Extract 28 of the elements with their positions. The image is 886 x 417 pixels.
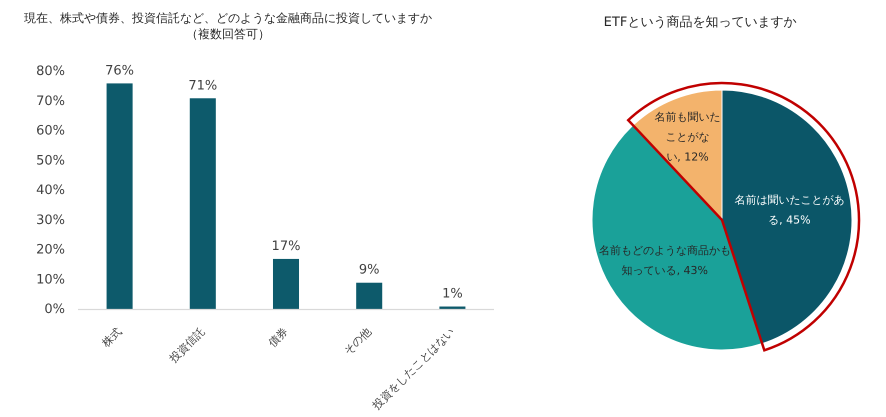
slice-label: 名前もどのような商品かも知っている, 43% [598,244,731,277]
x-tick-label: 投資信託 [166,324,208,366]
y-tick-label: 10% [36,272,65,288]
y-tick-label: 0% [44,302,65,317]
data-label: 1% [442,286,463,302]
y-tick-label: 60% [36,124,65,138]
y-tick-label: 20% [36,242,65,258]
y-tick-label: 70% [36,94,65,109]
data-label: 76% [105,63,134,78]
x-tick-label: 債券 [266,324,291,350]
data-label: 17% [272,238,300,254]
data-label: 71% [188,78,218,94]
slice-label: 名前は聞いたことがある, 45% [734,192,844,226]
chart-title: ETFという商品を知っていますか [604,15,796,30]
y-tick-label: 80% [36,64,65,79]
bar [356,282,382,310]
bar [190,98,216,310]
chart-subtitle: （複数回答可） [186,27,270,41]
y-tick-label: 50% [36,153,65,168]
bar [106,83,133,310]
x-tick-label: 株式 [98,324,124,350]
data-label: 9% [358,262,380,278]
slice-label: 名前も聞いたことがない, 12% [654,110,720,164]
x-tick-label: その他 [341,324,374,358]
chart-title: 現在、株式や債券、投資信託など、どのような金融商品に投資していますか [24,11,432,25]
y-tick-label: 40% [36,183,65,198]
y-tick-label: 30% [36,212,65,228]
bar [272,258,300,310]
